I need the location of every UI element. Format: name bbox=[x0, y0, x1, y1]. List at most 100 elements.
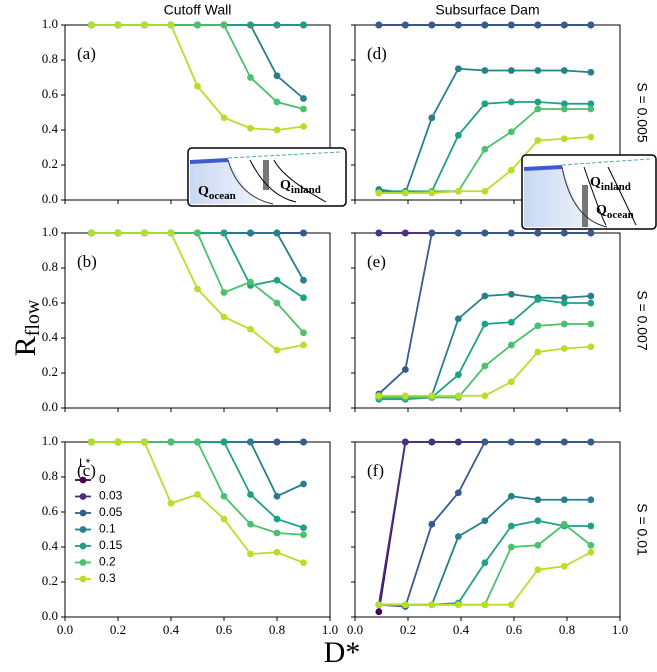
data-point bbox=[587, 68, 595, 76]
data-point bbox=[273, 548, 281, 556]
data-point bbox=[401, 21, 409, 29]
data-point bbox=[587, 320, 595, 328]
legend-title: L* bbox=[79, 456, 91, 470]
inset-arrow bbox=[273, 159, 327, 203]
data-point bbox=[454, 371, 462, 379]
data-point bbox=[220, 515, 228, 523]
data-point bbox=[194, 285, 201, 293]
y-tick-label: 1.0 bbox=[42, 433, 58, 448]
y-tick-label: 0.2 bbox=[42, 156, 58, 171]
data-point bbox=[481, 67, 489, 74]
y-tick-label: 0.6 bbox=[42, 294, 59, 309]
data-point bbox=[247, 124, 254, 132]
data-point bbox=[507, 166, 515, 174]
x-tick-label: 0.4 bbox=[163, 622, 180, 637]
data-point bbox=[167, 229, 175, 237]
data-point bbox=[114, 438, 122, 446]
data-point bbox=[560, 496, 568, 504]
data-point bbox=[560, 105, 568, 113]
data-point bbox=[428, 601, 436, 609]
inset-ocean-surface bbox=[524, 165, 562, 171]
y-tick-label: 0.0 bbox=[42, 191, 58, 206]
x-tick-label: 0.6 bbox=[216, 622, 233, 637]
series-group bbox=[88, 229, 307, 354]
panel-label: (d) bbox=[367, 44, 387, 63]
data-point bbox=[481, 21, 489, 29]
data-point bbox=[587, 21, 595, 29]
x-tick-label: 0.0 bbox=[347, 622, 363, 637]
y-label-sub: flow bbox=[22, 299, 44, 336]
data-point bbox=[534, 438, 542, 446]
data-point bbox=[560, 135, 568, 143]
data-point bbox=[167, 438, 175, 446]
plot-area bbox=[64, 441, 331, 618]
x-tick-label: 0.2 bbox=[400, 622, 416, 637]
plot-area bbox=[64, 232, 331, 409]
legend-label: 0.2 bbox=[99, 555, 116, 569]
row-label: S = 0.007 bbox=[634, 290, 650, 351]
legend-label: 0.15 bbox=[99, 538, 123, 552]
series-group bbox=[375, 229, 595, 403]
data-point bbox=[587, 100, 595, 108]
data-point bbox=[300, 438, 307, 446]
data-point bbox=[273, 229, 281, 237]
data-point bbox=[114, 21, 122, 29]
inset-watertable bbox=[227, 151, 341, 159]
x-tick-label: 0.6 bbox=[506, 622, 523, 637]
data-point bbox=[560, 438, 568, 446]
data-point bbox=[401, 392, 409, 400]
inset-arrow bbox=[249, 159, 297, 203]
data-point bbox=[88, 21, 95, 29]
y-tick-label: 0.2 bbox=[42, 573, 58, 588]
y-tick-label: 0.4 bbox=[42, 329, 59, 344]
inset-label-main: Q bbox=[198, 184, 209, 199]
data-point bbox=[273, 126, 281, 134]
data-point bbox=[507, 21, 515, 29]
data-point bbox=[507, 318, 515, 326]
data-point bbox=[560, 229, 568, 237]
data-point bbox=[300, 341, 307, 349]
inset-arrow bbox=[607, 166, 637, 226]
data-point bbox=[481, 601, 489, 609]
data-point bbox=[300, 559, 307, 567]
data-point bbox=[560, 320, 568, 328]
data-point bbox=[428, 438, 436, 446]
data-point bbox=[481, 320, 489, 328]
data-point bbox=[375, 229, 383, 237]
data-point bbox=[507, 522, 515, 530]
data-point bbox=[507, 341, 515, 349]
data-point bbox=[507, 128, 515, 136]
data-point bbox=[194, 21, 201, 29]
data-point bbox=[194, 229, 201, 237]
inset-label-main: Q bbox=[590, 175, 601, 190]
data-point bbox=[560, 67, 568, 74]
data-point bbox=[401, 366, 409, 373]
inset-label: Qocean bbox=[596, 203, 634, 220]
data-point bbox=[428, 189, 436, 197]
data-point bbox=[375, 189, 383, 197]
data-point bbox=[587, 541, 595, 549]
data-point bbox=[167, 21, 175, 29]
data-point bbox=[454, 315, 462, 323]
series-group bbox=[375, 438, 595, 616]
data-point bbox=[454, 131, 462, 139]
data-point bbox=[454, 392, 462, 400]
data-point bbox=[300, 21, 307, 29]
data-point bbox=[587, 292, 595, 300]
data-point bbox=[587, 229, 595, 237]
y-tick-label: 1.0 bbox=[42, 224, 58, 239]
inset-barrier bbox=[263, 160, 269, 190]
y-tick-label: 0.4 bbox=[42, 121, 59, 136]
data-point bbox=[587, 496, 595, 504]
data-point bbox=[481, 392, 489, 400]
data-point bbox=[273, 299, 281, 307]
legend-dot bbox=[79, 509, 87, 517]
data-point bbox=[534, 322, 542, 330]
data-point bbox=[300, 276, 307, 284]
inset-label-main: Q bbox=[596, 203, 607, 218]
data-point bbox=[375, 21, 383, 29]
inset-label: Qinland bbox=[280, 178, 321, 195]
data-point bbox=[534, 541, 542, 549]
data-point bbox=[507, 438, 515, 446]
data-point bbox=[375, 392, 383, 400]
